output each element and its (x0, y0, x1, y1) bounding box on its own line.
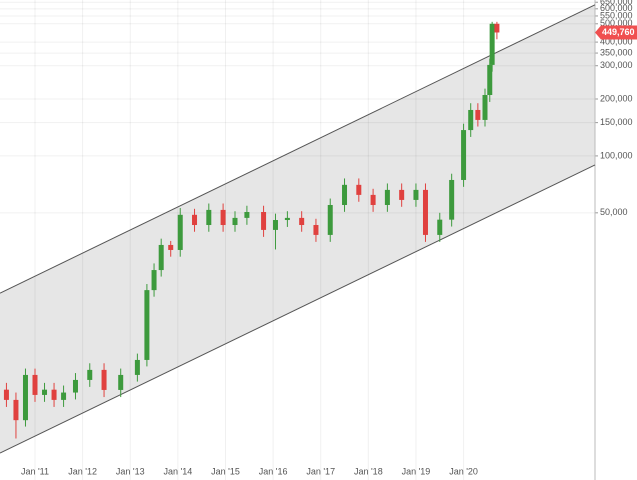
candle-body (220, 209, 226, 226)
x-tick-label: Jan '20 (449, 466, 478, 476)
x-tick-label: Jan '16 (259, 466, 288, 476)
candle-body (87, 369, 93, 380)
y-tick-label: 400,000 (600, 36, 633, 46)
price-tag (595, 25, 637, 40)
candle-body (272, 220, 278, 230)
candle-body (313, 225, 319, 235)
x-tick-label: Jan '11 (21, 466, 49, 476)
candle-body (144, 290, 150, 360)
candle-body (342, 184, 348, 205)
x-tick-label: Jan '14 (163, 466, 192, 476)
x-tick-label: Jan '17 (306, 466, 335, 476)
candle-body (487, 64, 493, 96)
candle-body (32, 374, 38, 395)
candle-body (244, 211, 250, 218)
candle-body (422, 189, 428, 235)
candle-body (468, 109, 474, 131)
y-tick-label: 350,000 (600, 47, 633, 57)
price-tag-label: 449,760 (602, 27, 635, 37)
channel-fill (0, 4, 595, 454)
x-tick-label: Jan '19 (402, 466, 431, 476)
candle-body (449, 179, 455, 220)
candle-body (22, 374, 28, 421)
candle-body (72, 379, 78, 393)
candle-body (489, 23, 495, 65)
y-tick-label: 500,000 (600, 18, 633, 28)
candle-body (13, 399, 19, 421)
x-tick-label: Jan '12 (68, 466, 97, 476)
y-tick-label: 600,000 (600, 3, 633, 13)
candle-body (475, 109, 481, 120)
candle-body (158, 244, 164, 271)
candle-body (168, 244, 174, 250)
candle-body (101, 369, 107, 390)
candle-body (261, 211, 267, 230)
candle-body (42, 389, 48, 395)
candle-body (3, 389, 9, 400)
x-tick-label: Jan '13 (116, 466, 145, 476)
y-tick-label: 300,000 (600, 60, 633, 70)
y-tick-label: 650,000 (600, 0, 633, 7)
candle-body (232, 217, 238, 226)
candle-body (494, 23, 500, 33)
candle-body (399, 189, 405, 200)
candle-body (284, 217, 290, 221)
candle-body (356, 184, 362, 195)
x-tick-label: Jan '15 (211, 466, 240, 476)
candle-body (299, 217, 305, 226)
y-tick-label: 150,000 (600, 117, 633, 127)
candle-body (134, 359, 140, 375)
candle-body (51, 389, 57, 400)
y-tick-label: 100,000 (600, 150, 633, 160)
candle-body (437, 219, 443, 235)
candle-body (370, 194, 376, 205)
candle-body (413, 189, 419, 200)
candle-body (206, 209, 212, 226)
candle-body (384, 189, 390, 205)
candle-body (61, 392, 67, 400)
candle-body (482, 95, 488, 120)
candle-body (192, 214, 198, 226)
y-tick-label: 50,000 (600, 207, 628, 217)
x-tick-label: Jan '18 (354, 466, 383, 476)
candle-body (327, 204, 333, 235)
y-tick-label: 550,000 (600, 10, 633, 20)
channel-line (0, 164, 596, 454)
candle-body (461, 130, 467, 180)
candle-body (151, 270, 157, 291)
channel-line (0, 4, 596, 294)
candle-body (118, 374, 124, 390)
candle-body (177, 214, 183, 250)
y-tick-label: 200,000 (600, 93, 633, 103)
